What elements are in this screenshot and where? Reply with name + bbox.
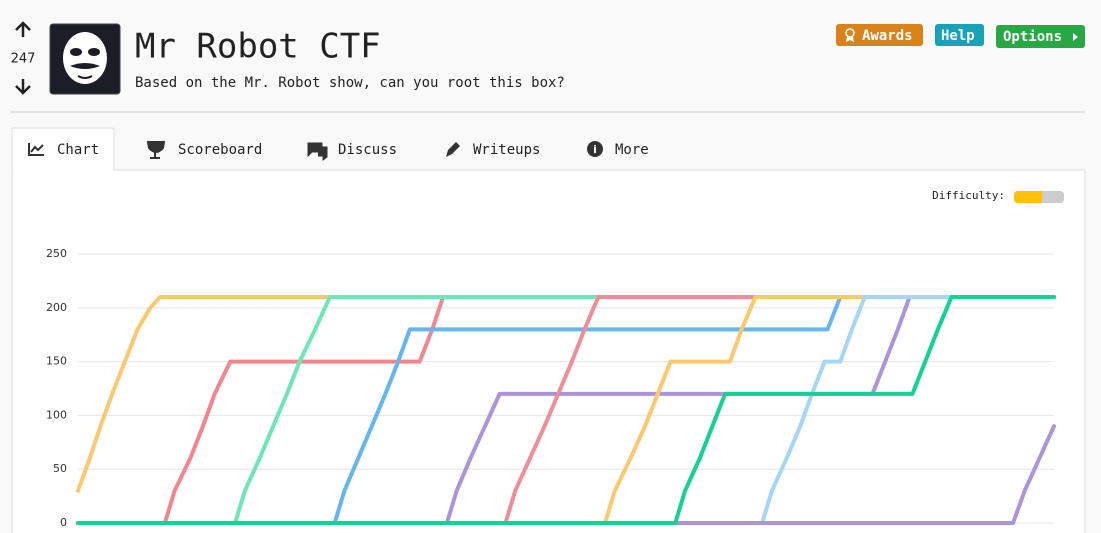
difficulty-label: Difficulty: [932,189,1005,202]
series-line [76,295,1056,525]
series-line [76,295,1056,525]
chart-icon [28,143,44,156]
y-tick-label: 250 [46,247,67,260]
discuss-icon [307,142,328,161]
series-line [76,295,1056,525]
tab-label[interactable]: Writeups [473,142,540,158]
active-tab[interactable] [11,127,115,171]
help-button[interactable]: Help [935,24,984,46]
chart-panel [11,169,1086,533]
awards-button[interactable]: Awards [836,24,923,46]
upvote[interactable] [15,21,31,37]
tab-label[interactable]: Chart [57,142,99,158]
series-line [76,295,1056,525]
y-tick-label: 0 [60,516,67,529]
y-tick-label: 100 [46,408,67,421]
difficulty-bar [1014,191,1064,203]
y-tick-label: 200 [46,301,67,314]
series-line [76,295,1056,525]
button-label[interactable]: Help [941,28,975,44]
pencil-icon [446,142,460,157]
y-tick-label: 150 [46,355,67,368]
series-line [76,295,1056,525]
downvote[interactable] [15,79,31,95]
tab-label[interactable]: More [615,142,649,158]
series-line [76,295,1056,525]
series-line [76,424,1056,525]
info-icon [587,141,603,157]
y-tick-label: 50 [53,462,67,475]
series-line [76,295,1056,493]
options-button[interactable]: Options [996,25,1085,48]
room-title: Mr Robot CTF [135,27,381,67]
tab-label[interactable]: Scoreboard [178,142,262,158]
tab-label[interactable]: Discuss [338,142,397,158]
button-label[interactable]: Awards [862,28,913,44]
trophy-icon [146,141,166,159]
svg-text:i: i [593,143,597,156]
room-subtitle: Based on the Mr. Robot show, can you roo… [135,75,565,91]
button-label[interactable]: Options [1003,29,1062,45]
room-icon [49,23,121,95]
vote-count: 247 [11,52,36,67]
